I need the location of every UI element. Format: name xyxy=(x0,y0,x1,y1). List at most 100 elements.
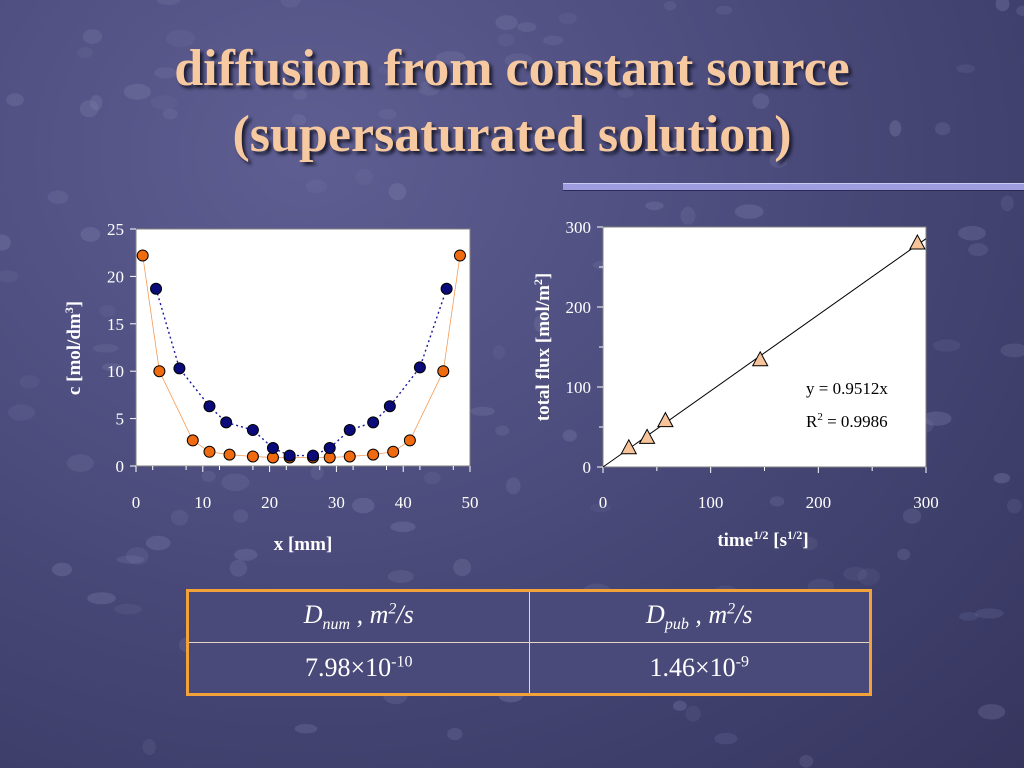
background-dot xyxy=(935,122,951,136)
right-x-tick-label: 0 xyxy=(599,493,608,512)
background-dot xyxy=(66,454,94,472)
value-d-num: 7.98×10-10 xyxy=(187,642,530,695)
orange-data-point xyxy=(136,249,149,262)
diffusion-coefficients-table: Dnum , m2/s Dpub , m2/s 7.98×10-10 1.46×… xyxy=(186,589,872,696)
left-y-tick-label: 25 xyxy=(107,220,124,239)
background-dot xyxy=(562,429,577,442)
background-dot xyxy=(921,411,952,426)
navy-data-point xyxy=(413,361,426,374)
background-dot xyxy=(156,0,181,6)
background-dot xyxy=(447,727,463,741)
background-dot xyxy=(657,141,684,157)
background-dot xyxy=(968,243,988,257)
title-line-1: diffusion from constant source xyxy=(174,40,850,97)
background-dot xyxy=(19,375,40,389)
background-dot xyxy=(958,225,986,241)
background-dot xyxy=(734,204,764,219)
background-dot xyxy=(355,168,373,185)
orange-data-point xyxy=(403,434,416,447)
background-dot xyxy=(292,90,308,100)
orange-data-point xyxy=(453,249,466,262)
background-dot xyxy=(769,496,785,507)
left-y-tick-label: 15 xyxy=(107,315,124,334)
orange-data-point xyxy=(437,365,450,378)
background-dot xyxy=(685,705,701,722)
background-dot xyxy=(663,1,677,11)
trendline-equation: y = 0.9512x xyxy=(806,379,888,398)
background-dot xyxy=(495,15,518,31)
navy-data-point xyxy=(173,362,186,375)
background-dot xyxy=(6,93,24,107)
background-dot xyxy=(902,508,922,524)
background-dot xyxy=(150,95,178,110)
left-x-tick-label: 40 xyxy=(395,493,412,512)
background-dot xyxy=(291,114,307,126)
title-underline xyxy=(563,183,1024,191)
background-dot xyxy=(504,53,533,68)
background-dot xyxy=(102,363,122,372)
background-dot xyxy=(1000,343,1024,358)
navy-data-point xyxy=(246,423,259,436)
left-x-tick-label: 0 xyxy=(132,493,141,512)
background-dot xyxy=(390,521,416,533)
background-dot xyxy=(436,51,466,65)
background-dot xyxy=(201,470,216,482)
orange-data-point xyxy=(387,445,400,458)
orange-data-point xyxy=(343,450,356,463)
trendline xyxy=(602,238,927,468)
header-d-num: Dnum , m2/s xyxy=(187,590,530,643)
navy-data-point xyxy=(440,282,453,295)
orange-data-point xyxy=(186,434,199,447)
background-dot xyxy=(424,471,441,485)
background-dot xyxy=(543,35,564,46)
right-y-tick-label: 200 xyxy=(566,298,592,317)
navy-data-point xyxy=(343,423,356,436)
background-dot xyxy=(125,547,149,565)
left-y-axis-label: c [mol/dm3] xyxy=(62,301,85,395)
background-dot xyxy=(154,67,177,79)
navy-data-point xyxy=(150,282,163,295)
right-y-tick-label: 100 xyxy=(566,378,592,397)
background-dot xyxy=(974,608,1004,619)
background-dot xyxy=(77,47,93,58)
orange-data-point xyxy=(223,448,236,461)
orange-data-point xyxy=(246,450,259,463)
background-dot xyxy=(280,0,301,8)
background-dot xyxy=(335,75,361,86)
background-dot xyxy=(897,548,911,561)
background-dot xyxy=(497,33,515,47)
left-plot-area xyxy=(135,228,471,467)
navy-data-point xyxy=(323,441,336,454)
background-dot xyxy=(378,108,397,120)
background-dot xyxy=(165,29,195,48)
left-x-axis-label: x [mm] xyxy=(274,534,333,555)
background-dot xyxy=(769,152,788,168)
right-y-tick-label: 0 xyxy=(583,458,592,477)
background-dot xyxy=(857,568,880,586)
triangle-data-point xyxy=(657,411,674,428)
left-y-tick-label: 20 xyxy=(107,267,124,286)
right-x-tick-label: 200 xyxy=(806,493,832,512)
navy-data-point xyxy=(367,416,380,429)
left-y-tick-label: 10 xyxy=(107,362,124,381)
background-dot xyxy=(680,206,696,225)
background-dot xyxy=(378,64,400,75)
background-dot xyxy=(716,5,733,15)
background-dot xyxy=(8,404,35,421)
right-x-axis-label: time1/2 [s1/2] xyxy=(717,528,808,551)
background-dot xyxy=(752,93,770,109)
background-dot xyxy=(492,345,505,360)
left-y-tick-label: 5 xyxy=(116,410,125,429)
background-dot xyxy=(310,465,324,480)
background-dot xyxy=(617,85,634,98)
background-dot xyxy=(229,559,248,577)
background-dot xyxy=(453,558,472,577)
header-d-pub: Dpub , m2/s xyxy=(528,590,871,643)
title-line-2: (supersaturated solution) xyxy=(232,106,792,163)
orange-data-point xyxy=(203,445,216,458)
right-x-tick-label: 300 xyxy=(913,493,939,512)
background-dot xyxy=(90,95,103,111)
triangle-data-point xyxy=(751,350,769,367)
background-dot xyxy=(79,100,99,118)
